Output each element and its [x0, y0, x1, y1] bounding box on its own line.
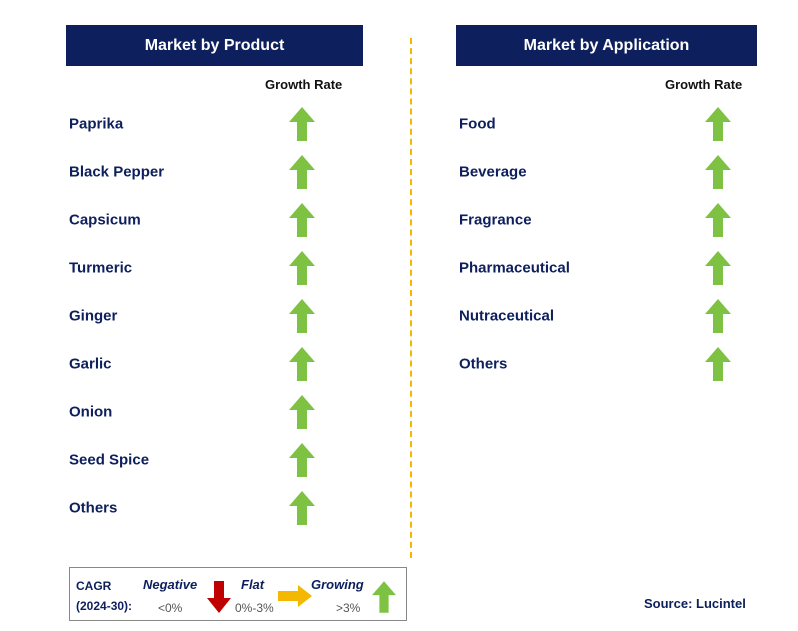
- list-item: Beverage: [459, 154, 719, 190]
- legend-growing-label: Growing: [311, 577, 364, 592]
- up-arrow-icon: [289, 155, 315, 189]
- list-item-label: Garlic: [69, 355, 112, 373]
- legend-period-label: (2024-30):: [76, 599, 133, 613]
- list-item-label: Nutraceutical: [459, 307, 555, 325]
- panel-divider: [410, 38, 412, 558]
- source-note: Source: Lucintel: [644, 596, 746, 611]
- up-arrow-icon: [372, 581, 396, 613]
- list-item-label: Paprika: [69, 115, 124, 133]
- list-item-label: Black Pepper: [69, 163, 165, 181]
- list-item-label: Capsicum: [69, 211, 141, 229]
- list-item-label: Turmeric: [69, 259, 133, 277]
- up-arrow-icon: [705, 107, 731, 141]
- list-item: Garlic: [69, 346, 329, 382]
- list-item: Ginger: [69, 298, 329, 334]
- up-arrow-icon: [289, 443, 315, 477]
- list-item: Food: [459, 106, 719, 142]
- list-item-label: Ginger: [69, 307, 118, 325]
- up-arrow-icon: [289, 491, 315, 525]
- list-item: Nutraceutical: [459, 298, 719, 334]
- application-growth-rate-header: Growth Rate: [665, 77, 743, 92]
- legend-negative-label: Negative: [143, 577, 198, 592]
- down-arrow-icon: [207, 581, 231, 613]
- list-item-label: Beverage: [459, 163, 527, 181]
- list-item: Pharmaceutical: [459, 250, 719, 286]
- cagr-legend: CAGR (2024-30): Negative <0% Flat 0%-3% …: [69, 567, 407, 621]
- legend-negative-range: <0%: [158, 601, 183, 615]
- list-item: Others: [459, 346, 719, 382]
- list-item: Paprika: [69, 106, 329, 142]
- list-item: Capsicum: [69, 202, 329, 238]
- right-arrow-icon: [278, 585, 312, 607]
- legend-cagr-label: CAGR: [76, 579, 112, 593]
- list-item-label: Food: [459, 115, 496, 133]
- legend-flat-label: Flat: [241, 577, 265, 592]
- list-item: Onion: [69, 394, 329, 430]
- up-arrow-icon: [705, 203, 731, 237]
- list-item-label: Pharmaceutical: [459, 259, 570, 277]
- up-arrow-icon: [289, 347, 315, 381]
- list-item-label: Seed Spice: [69, 451, 150, 469]
- up-arrow-icon: [705, 155, 731, 189]
- list-item: Seed Spice: [69, 442, 329, 478]
- list-item: Fragrance: [459, 202, 719, 238]
- legend-growing-range: >3%: [336, 601, 361, 615]
- list-item-label: Others: [459, 355, 508, 373]
- application-panel-header: Market by Application: [456, 25, 757, 66]
- list-item: Turmeric: [69, 250, 329, 286]
- list-item-label: Others: [69, 499, 118, 517]
- up-arrow-icon: [289, 203, 315, 237]
- up-arrow-icon: [289, 107, 315, 141]
- product-growth-rate-header: Growth Rate: [265, 77, 343, 92]
- list-item-label: Fragrance: [459, 211, 532, 229]
- up-arrow-icon: [289, 251, 315, 285]
- list-item: Black Pepper: [69, 154, 329, 190]
- legend-flat-range: 0%-3%: [235, 601, 274, 615]
- up-arrow-icon: [289, 395, 315, 429]
- up-arrow-icon: [289, 299, 315, 333]
- list-item-label: Onion: [69, 403, 113, 421]
- up-arrow-icon: [705, 347, 731, 381]
- product-panel-header: Market by Product: [66, 25, 363, 66]
- list-item: Others: [69, 490, 329, 526]
- up-arrow-icon: [705, 251, 731, 285]
- up-arrow-icon: [705, 299, 731, 333]
